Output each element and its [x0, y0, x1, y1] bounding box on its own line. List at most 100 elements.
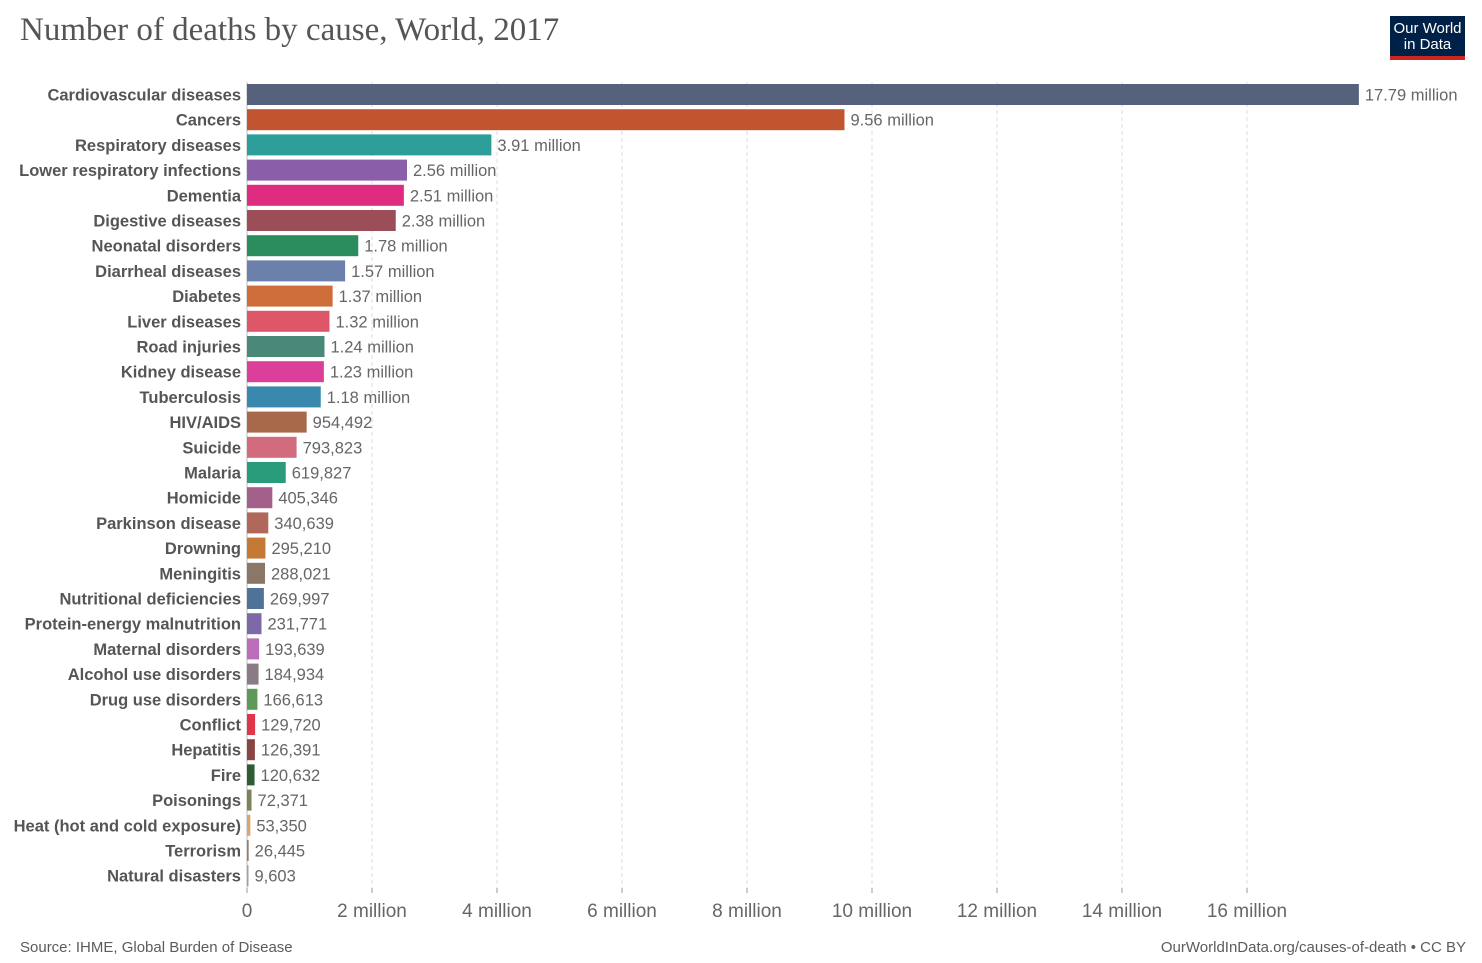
value-label: 3.91 million [497, 137, 580, 155]
bar[interactable] [247, 789, 252, 811]
bar[interactable] [247, 613, 262, 635]
bar[interactable] [247, 739, 255, 761]
value-label: 288,021 [271, 565, 331, 583]
category-label: Homicide [167, 490, 241, 508]
value-label: 193,639 [265, 641, 325, 659]
bar[interactable] [247, 537, 266, 559]
bar[interactable] [247, 764, 255, 786]
category-label: Lower respiratory infections [19, 162, 241, 180]
category-label: Dementia [167, 187, 242, 205]
value-label: 126,391 [261, 742, 321, 760]
value-label: 295,210 [271, 540, 331, 558]
value-label: 2.38 million [402, 213, 485, 231]
category-label: Liver diseases [127, 313, 241, 331]
bar[interactable] [247, 109, 845, 131]
bar[interactable] [247, 512, 269, 534]
category-label: Poisonings [152, 792, 241, 810]
source-note: Source: IHME, Global Burden of Disease [20, 939, 293, 956]
value-label: 53,350 [256, 817, 306, 835]
category-label: Digestive diseases [93, 213, 241, 231]
bar[interactable] [247, 260, 346, 282]
value-label: 1.57 million [351, 263, 434, 281]
bar[interactable] [247, 436, 297, 458]
value-label: 26,445 [255, 843, 305, 861]
value-label: 1.32 million [336, 313, 419, 331]
bar[interactable] [247, 865, 249, 887]
x-tick-label: 12 million [957, 901, 1037, 922]
value-label: 231,771 [267, 616, 327, 634]
category-label: Protein-energy malnutrition [25, 616, 241, 634]
category-label: Kidney disease [121, 364, 241, 382]
category-label: Diabetes [172, 288, 241, 306]
value-label: 340,639 [274, 515, 334, 533]
bar[interactable] [247, 84, 1359, 105]
bar[interactable] [247, 688, 258, 710]
bar[interactable] [247, 285, 333, 307]
bar[interactable] [247, 386, 321, 408]
value-label: 2.51 million [410, 187, 493, 205]
bar[interactable] [247, 310, 330, 332]
category-label: Drug use disorders [90, 691, 241, 709]
category-label: Tuberculosis [140, 389, 241, 407]
bars [247, 84, 1359, 887]
category-label: HIV/AIDS [169, 414, 241, 432]
owid-logo[interactable]: Our World in Data [1390, 16, 1465, 60]
value-label: 1.24 million [331, 339, 414, 357]
value-label: 619,827 [292, 465, 352, 483]
x-axis-ticks: 0 2 million 4 million 6 million 8 million 10 … [242, 888, 1287, 922]
x-tick-label: 0 [242, 901, 253, 922]
value-label: 166,613 [263, 691, 323, 709]
category-label: Drowning [165, 540, 241, 558]
category-label: Neonatal disorders [92, 238, 241, 256]
footer-link[interactable]: OurWorldInData.org/causes-of-death • CC … [1160, 939, 1466, 956]
category-label: Diarrheal diseases [95, 263, 241, 281]
category-label: Cardiovascular diseases [47, 87, 241, 105]
value-label: 1.18 million [327, 389, 410, 407]
bar[interactable] [247, 462, 286, 483]
bar[interactable] [247, 588, 264, 609]
bar[interactable] [247, 184, 404, 206]
value-label: 72,371 [258, 792, 308, 810]
bar[interactable] [247, 638, 260, 660]
bar[interactable] [247, 663, 259, 685]
bar[interactable] [247, 336, 325, 357]
bar[interactable] [247, 210, 396, 231]
category-label: Conflict [180, 717, 242, 735]
value-label: 17.79 million [1365, 87, 1458, 105]
value-label: 129,720 [261, 717, 321, 735]
bar[interactable] [247, 411, 307, 433]
bar[interactable] [247, 361, 324, 383]
x-tick-label: 8 million [712, 901, 782, 922]
category-label: Nutritional deficiencies [59, 591, 241, 609]
category-label: Cancers [176, 112, 241, 130]
bar[interactable] [247, 487, 273, 509]
value-label: 2.56 million [413, 162, 496, 180]
x-tick-label: 4 million [462, 901, 532, 922]
value-label: 954,492 [313, 414, 373, 432]
category-labels: Cardiovascular diseases Cancers Respirator… [14, 87, 242, 886]
bar[interactable] [247, 134, 492, 156]
category-label: Respiratory diseases [75, 137, 241, 155]
x-tick-label: 6 million [587, 901, 657, 922]
value-label: 1.78 million [364, 238, 447, 256]
category-label: Road injuries [136, 339, 241, 357]
category-label: Malaria [184, 465, 242, 483]
bar[interactable] [247, 562, 266, 584]
bar[interactable] [247, 714, 256, 735]
value-label: 120,632 [261, 767, 321, 785]
x-tick-label: 16 million [1207, 901, 1287, 922]
bar[interactable] [247, 159, 407, 181]
bar[interactable] [247, 814, 251, 836]
category-label: Suicide [182, 439, 241, 457]
chart-title: Number of deaths by cause, World, 2017 [20, 12, 560, 48]
category-label: Parkinson disease [96, 515, 241, 533]
value-label: 9,603 [255, 868, 296, 886]
category-label: Maternal disorders [93, 641, 241, 659]
x-tick-label: 10 million [832, 901, 912, 922]
value-label: 184,934 [265, 666, 325, 684]
bar[interactable] [247, 235, 359, 257]
bar[interactable] [247, 840, 249, 861]
category-label: Heat (hot and cold exposure) [14, 817, 241, 835]
